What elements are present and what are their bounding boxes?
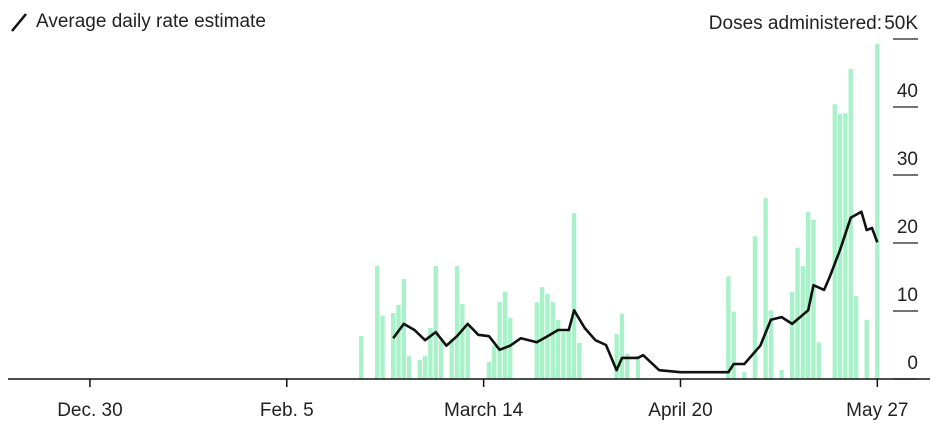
y-tick-label: 0 bbox=[907, 353, 918, 374]
bar bbox=[752, 236, 758, 379]
bar bbox=[566, 330, 571, 379]
bar bbox=[460, 304, 465, 379]
bar bbox=[550, 302, 555, 379]
bar bbox=[359, 336, 364, 379]
bar bbox=[800, 266, 806, 379]
bar bbox=[875, 43, 880, 379]
average-line bbox=[392, 210, 879, 374]
y-tick-label: 50K bbox=[884, 13, 918, 34]
x-tick-label: Dec. 30 bbox=[57, 400, 122, 421]
y-tick-label: 20 bbox=[897, 217, 918, 238]
bar bbox=[422, 355, 428, 379]
bar bbox=[433, 266, 438, 379]
bar bbox=[502, 291, 508, 379]
bar bbox=[768, 310, 774, 379]
legend-swatch bbox=[11, 13, 27, 32]
bar bbox=[726, 276, 731, 379]
bar bbox=[790, 291, 795, 379]
bar bbox=[779, 370, 784, 379]
y-axis-label: Doses administered: bbox=[709, 13, 882, 34]
bar bbox=[497, 302, 502, 379]
bar bbox=[832, 104, 837, 379]
y-tick-label: 10 bbox=[897, 285, 918, 306]
bar bbox=[731, 311, 736, 379]
x-tick-label: Feb. 5 bbox=[260, 400, 314, 421]
bar bbox=[561, 332, 566, 379]
bar bbox=[811, 219, 816, 379]
bar bbox=[795, 247, 800, 379]
x-tick-label: May 27 bbox=[846, 400, 908, 421]
bar bbox=[614, 334, 619, 379]
bar bbox=[816, 342, 822, 379]
bar bbox=[534, 302, 540, 379]
bar bbox=[390, 313, 396, 379]
y-tick-label: 40 bbox=[897, 81, 918, 102]
bar bbox=[853, 296, 859, 379]
bar bbox=[396, 304, 401, 379]
bar bbox=[401, 279, 407, 379]
bar bbox=[449, 338, 454, 379]
bar bbox=[577, 342, 582, 379]
bar bbox=[417, 359, 422, 379]
x-tick-label: March 14 bbox=[444, 400, 524, 421]
bar bbox=[843, 113, 848, 380]
x-tick-label: April 20 bbox=[648, 400, 712, 421]
bar bbox=[486, 362, 492, 379]
bar bbox=[454, 266, 460, 379]
bar bbox=[465, 324, 470, 379]
bar bbox=[864, 319, 869, 379]
bar bbox=[406, 355, 412, 379]
y-tick-label: 30 bbox=[897, 149, 918, 170]
bar bbox=[763, 198, 768, 379]
bar bbox=[635, 355, 641, 379]
bar bbox=[555, 319, 561, 379]
bar bbox=[428, 328, 433, 379]
bar bbox=[805, 211, 811, 379]
bar bbox=[742, 372, 747, 379]
bar bbox=[492, 345, 497, 379]
bar bbox=[380, 315, 385, 379]
bar bbox=[571, 213, 577, 379]
bar bbox=[848, 68, 853, 380]
bar bbox=[438, 340, 444, 379]
bar bbox=[508, 317, 513, 379]
bar bbox=[539, 287, 545, 379]
bar bbox=[625, 353, 630, 379]
bar bbox=[375, 266, 380, 379]
bar bbox=[619, 313, 625, 379]
legend-label: Average daily rate estimate bbox=[36, 11, 266, 32]
